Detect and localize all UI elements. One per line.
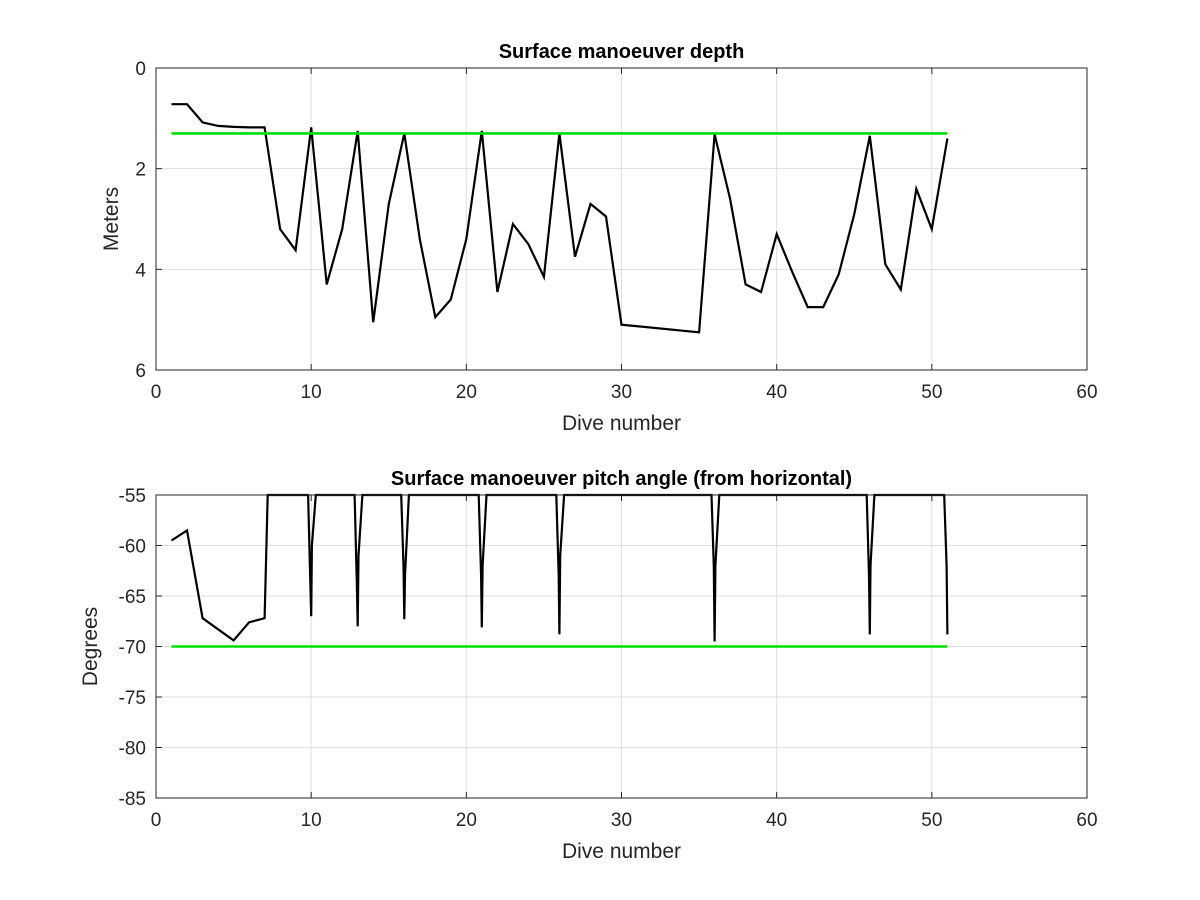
x-tick-label: 60 [1076,382,1097,403]
y-tick-label: -55 [119,486,146,507]
y-tick-label: 2 [135,160,146,181]
x-tick-label: 0 [151,810,162,831]
pitch-angle-chart: 0 10 20 30 40 50 60 -55 -60 -65 -70 -75 -80 -85 Surfac… [79,468,1098,863]
x-tick-label: 40 [766,382,787,403]
x-tick-label: 30 [611,810,632,831]
x-tick-label: 10 [301,382,322,403]
y-tick-label: -70 [119,638,146,659]
y-tick-label: -80 [119,739,146,760]
y-tick-label: 6 [135,361,146,382]
x-tick-label: 20 [456,810,477,831]
x-tick-label: 0 [151,382,162,403]
y-tick-label: 4 [135,260,146,281]
y-tick-label: 0 [135,59,146,80]
x-tick-label: 10 [301,810,322,831]
depth-chart: 0 10 20 30 40 50 60 0 2 4 6 Surface manoeuver depth… [100,41,1098,435]
y-tick-label: -75 [119,688,146,709]
x-axis-label: Dive number [562,412,681,435]
y-tick-label: -65 [119,587,146,608]
x-tick-label: 60 [1076,810,1097,831]
axes-frame [155,67,1088,371]
y-axis-label: Meters [100,187,123,251]
x-tick-label: 50 [921,810,942,831]
chart-title: Surface manoeuver depth [499,41,745,63]
chart-title: Surface manoeuver pitch angle (from hori… [391,468,852,490]
x-tick-label: 50 [921,382,942,403]
y-axis-label: Degrees [79,607,102,686]
x-tick-label: 30 [611,382,632,403]
x-tick-label: 20 [456,382,477,403]
axes-frame [155,494,1088,799]
data-series-line [171,103,949,334]
x-axis-label: Dive number [562,840,681,863]
x-tick-label: 40 [766,810,787,831]
y-tick-label: -60 [119,537,146,558]
y-tick-label: -85 [119,789,146,810]
